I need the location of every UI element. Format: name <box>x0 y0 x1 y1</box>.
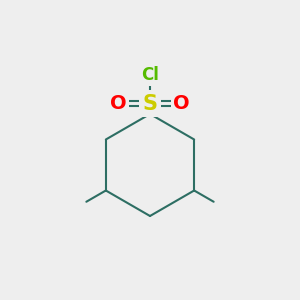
Text: S: S <box>142 94 158 113</box>
Text: Cl: Cl <box>141 66 159 84</box>
Text: O: O <box>173 94 190 113</box>
Text: O: O <box>110 94 127 113</box>
